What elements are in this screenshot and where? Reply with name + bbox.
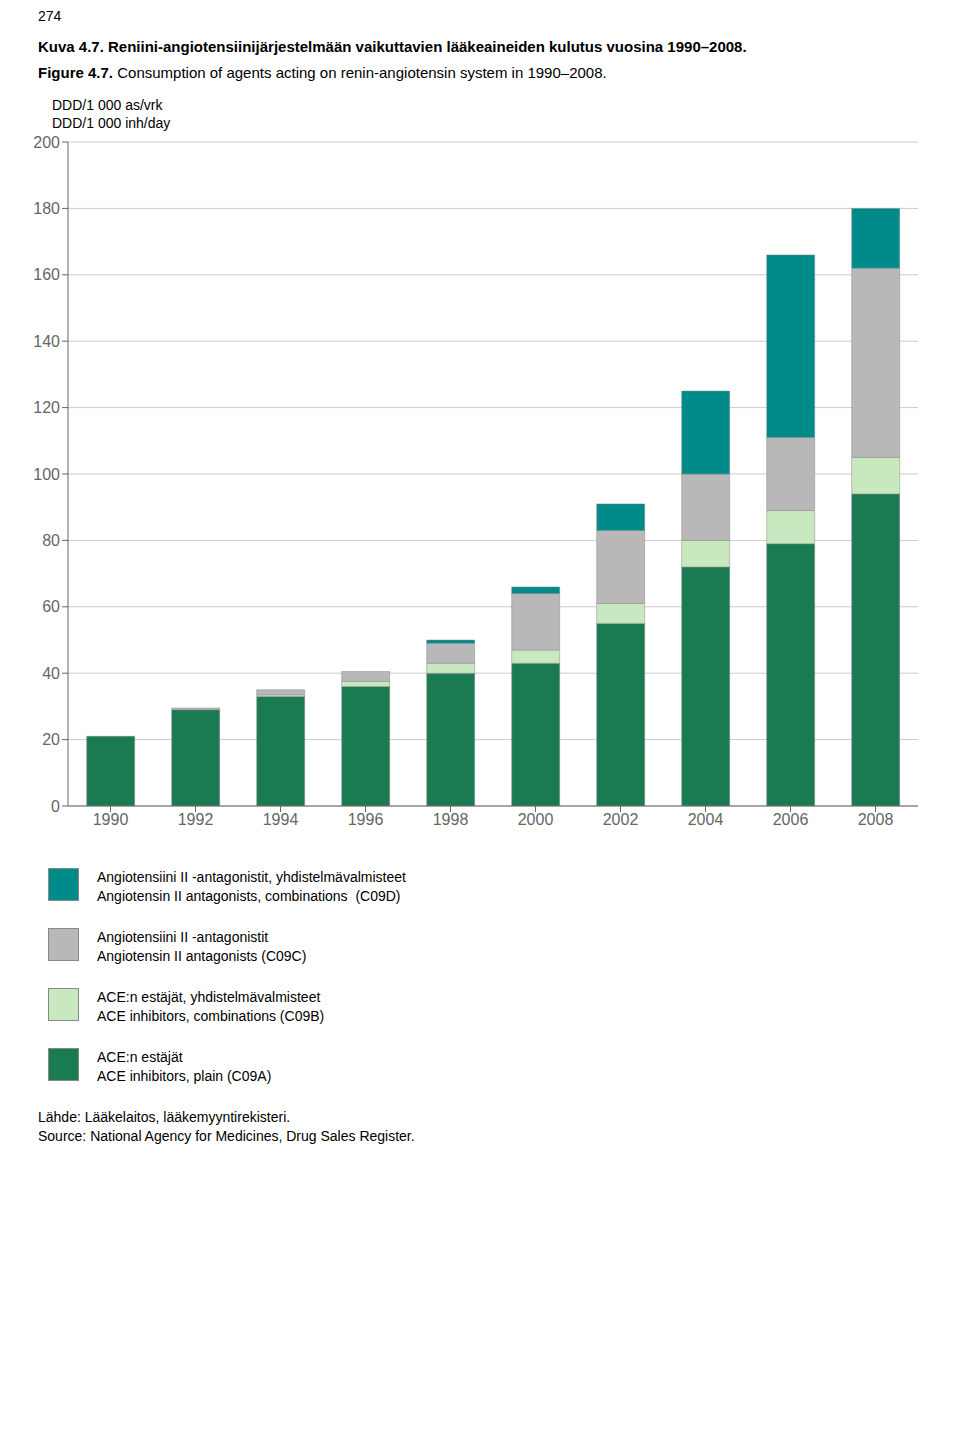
svg-text:2008: 2008 [858, 811, 894, 828]
svg-text:1998: 1998 [433, 811, 469, 828]
svg-text:1990: 1990 [93, 811, 129, 828]
html-text:Angiotensiini II -antagonistit: Angiotensiini II -antagonistit, yhdistel… [97, 869, 406, 885]
svg-text:1996: 1996 [348, 811, 384, 828]
html-text:DDD/1 000 as/vrk: DDD/1 000 as/vrk [52, 97, 163, 113]
html-text:Kuva 4.7. Reniini-angiotensiin: Kuva 4.7. Reniini-angiotensiinijärjestel… [38, 38, 747, 55]
html-text:Figure 4.7. Consumption of age: Figure 4.7. Consumption of agents acting… [38, 64, 607, 81]
html-text:ACE inhibitors, combinations (: ACE inhibitors, combinations (C09B) [97, 1008, 325, 1024]
svg-text:60: 60 [42, 598, 60, 615]
svg-text:140: 140 [33, 333, 60, 350]
html-text:ACE inhibitors, plain (C09A): ACE inhibitors, plain (C09A) [97, 1068, 272, 1084]
svg-text:1994: 1994 [263, 811, 299, 828]
html-text:Angiotensin II antagonists (C0: Angiotensin II antagonists (C09C) [97, 948, 307, 964]
svg-text:120: 120 [33, 399, 60, 416]
svg-text:160: 160 [33, 266, 60, 283]
html-text:DDD/1 000 inh/day: DDD/1 000 inh/day [52, 115, 171, 131]
svg-text:2004: 2004 [688, 811, 724, 828]
svg-text:200: 200 [33, 134, 60, 151]
svg-text:2006: 2006 [773, 811, 809, 828]
svg-text:1992: 1992 [178, 811, 214, 828]
svg-text:100: 100 [33, 466, 60, 483]
html-text:Lähde: Lääkelaitos, lääkemyynt: Lähde: Lääkelaitos, lääkemyyntirekisteri… [38, 1109, 291, 1125]
svg-text:40: 40 [42, 665, 60, 682]
html-text:Angiotensin II antagonists, co: Angiotensin II antagonists, combinations… [97, 888, 401, 904]
html-text:Angiotensiini II -antagonistit: Angiotensiini II -antagonistit [97, 929, 269, 945]
html-text:274: 274 [38, 8, 62, 24]
svg-text:180: 180 [33, 200, 60, 217]
html-text:Source: National Agency for Me: Source: National Agency for Medicines, D… [38, 1128, 415, 1144]
svg-text:2000: 2000 [518, 811, 554, 828]
html-text:ACE:n estäjät, yhdistelmävalmi: ACE:n estäjät, yhdistelmävalmisteet [97, 989, 321, 1005]
html-text:ACE:n estäjät: ACE:n estäjät [97, 1049, 183, 1065]
svg-text:0: 0 [51, 798, 60, 815]
svg-text:80: 80 [42, 532, 60, 549]
svg-text:20: 20 [42, 731, 60, 748]
svg-text:2002: 2002 [603, 811, 639, 828]
